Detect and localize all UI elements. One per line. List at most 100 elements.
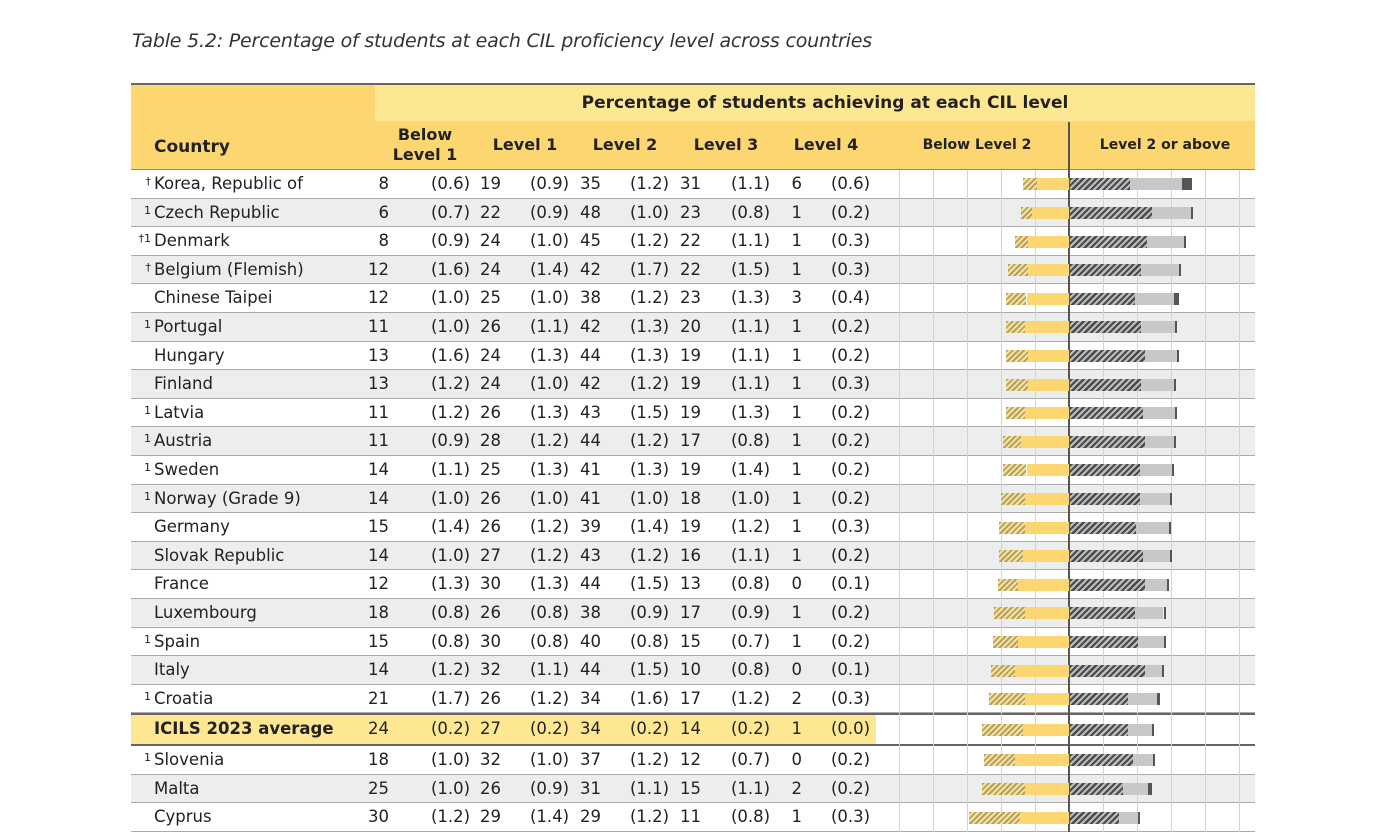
- header-columns: Below Level 1 Level 1 Level 2 Level 3 Le…: [375, 121, 1255, 169]
- bl1-standard-error: (1.7): [431, 688, 471, 708]
- country-name: Cyprus: [154, 807, 212, 827]
- header-level3: Level 3: [693, 135, 759, 154]
- l4-standard-error: (0.1): [831, 574, 871, 594]
- row-footnote-mark: 1: [144, 751, 151, 764]
- bar-level4: [1173, 378, 1176, 391]
- l1-percent: 27: [480, 545, 501, 565]
- l4-standard-error: (0.3): [831, 807, 871, 827]
- bar-level3: [1139, 492, 1171, 505]
- l1-percent: 32: [480, 660, 501, 680]
- bl1-percent: 14: [368, 460, 389, 479]
- row-footnote-mark: [131, 656, 151, 684]
- row-footnote-mark: [131, 599, 151, 627]
- l1-standard-error: (1.0): [530, 374, 570, 394]
- l1-standard-error: (1.2): [530, 431, 570, 451]
- row-footnote-mark: 1: [144, 403, 151, 417]
- l2-percent: 34: [580, 719, 601, 739]
- table-row: †1 Denmark 8 (0.9) 24 (1.0) 45 (1.2) 22 (1.1) 1 (0.…: [131, 227, 1255, 256]
- chart-gridline: [1205, 170, 1206, 832]
- l1-standard-error: (1.0): [530, 231, 570, 251]
- bl1-percent: 30: [368, 807, 389, 827]
- average-row: ICILS 2023 average 24 (0.2) 27 (0.2) 34 (0.2) 1…: [131, 715, 876, 744]
- row-footnote-mark: 1: [144, 318, 151, 331]
- bar-level2: [1070, 664, 1145, 677]
- header-below-level1: Below Level 1: [392, 125, 458, 164]
- bl1-standard-error: (0.8): [431, 631, 471, 651]
- bl1-standard-error: (0.9): [431, 231, 471, 251]
- l1-percent: 28: [480, 431, 501, 451]
- country-name: Belgium (Flemish): [154, 259, 304, 279]
- row-footnote-mark: [131, 342, 151, 370]
- l2-standard-error: (1.0): [630, 488, 670, 508]
- row-footnote-mark: [131, 570, 151, 598]
- bar-below-level1: [989, 693, 1025, 706]
- bar-level1: [1028, 264, 1069, 277]
- top-rule: [131, 83, 1255, 85]
- l3-percent: 19: [680, 460, 701, 479]
- table-row: Chinese Taipei 12 (1.0) 25 (1.0) 38 (1.2) 23 (1.…: [131, 284, 1255, 313]
- bar-level4: [1172, 464, 1174, 477]
- bar-below-level1: [1006, 321, 1025, 334]
- bar-level3: [1151, 206, 1191, 219]
- row-divider: [131, 226, 1255, 228]
- l1-percent: 30: [480, 574, 501, 594]
- l3-standard-error: (0.8): [731, 660, 771, 680]
- l3-standard-error: (0.8): [731, 202, 771, 222]
- l4-percent: 1: [791, 807, 803, 827]
- l1-percent: 24: [480, 259, 501, 279]
- bar-level1: [1021, 435, 1069, 448]
- bar-level3: [1119, 811, 1138, 824]
- l2-percent: 44: [580, 574, 601, 594]
- l2-percent: 42: [580, 317, 601, 336]
- l4-percent: 1: [791, 517, 803, 537]
- header-country: Country: [154, 137, 230, 157]
- l4-percent: 1: [791, 259, 803, 279]
- row-footnote-mark: †1: [138, 232, 152, 246]
- l2-standard-error: (1.5): [630, 402, 670, 422]
- bar-level1: [1014, 754, 1069, 767]
- bar-level2: [1070, 550, 1144, 563]
- row-divider: [131, 311, 1255, 313]
- bl1-percent: 12: [368, 288, 389, 308]
- bl1-standard-error: (1.2): [431, 660, 471, 680]
- l1-percent: 26: [480, 688, 501, 708]
- l1-percent: 24: [480, 231, 501, 251]
- bl1-percent: 18: [368, 750, 389, 769]
- chart-gridline: [933, 170, 934, 832]
- bar-below-level1: [999, 521, 1025, 534]
- row-footnote-mark: 1: [144, 203, 151, 217]
- row-footnote-mark: 1: [144, 689, 151, 703]
- l2-percent: 45: [580, 231, 601, 251]
- l4-standard-error: (0.6): [831, 174, 871, 193]
- l4-percent: 1: [791, 317, 803, 336]
- bar-level1: [1028, 378, 1069, 391]
- l1-standard-error: (1.1): [530, 660, 570, 680]
- bl1-percent: 15: [368, 517, 389, 537]
- bar-level1: [1024, 782, 1069, 795]
- bar-level1: [1024, 521, 1069, 534]
- l3-percent: 23: [680, 288, 701, 308]
- bar-level3: [1134, 292, 1174, 305]
- l2-percent: 41: [580, 488, 601, 508]
- bar-level2: [1070, 782, 1123, 795]
- header-level4: Level 4: [793, 135, 859, 154]
- l3-standard-error: (1.1): [731, 345, 771, 365]
- l1-standard-error: (1.4): [530, 259, 570, 279]
- bl1-standard-error: (1.0): [431, 317, 471, 336]
- l4-percent: 0: [791, 660, 803, 680]
- bar-level2: [1070, 464, 1140, 477]
- l1-percent: 24: [480, 374, 501, 394]
- l2-percent: 42: [580, 259, 601, 279]
- l3-standard-error: (0.2): [731, 719, 771, 739]
- bar-level2: [1070, 321, 1142, 334]
- l3-percent: 12: [680, 750, 701, 769]
- row-footnote-mark: [131, 284, 151, 312]
- header-chart-below: Below Level 2: [922, 137, 1032, 153]
- bl1-percent: 21: [368, 688, 389, 708]
- l2-standard-error: (1.2): [630, 374, 670, 394]
- row-footnote-mark: [131, 513, 151, 541]
- row-divider: [131, 426, 1255, 428]
- row-divider: [131, 597, 1255, 599]
- country-name: Finland: [154, 374, 213, 394]
- bar-level1: [1023, 550, 1069, 563]
